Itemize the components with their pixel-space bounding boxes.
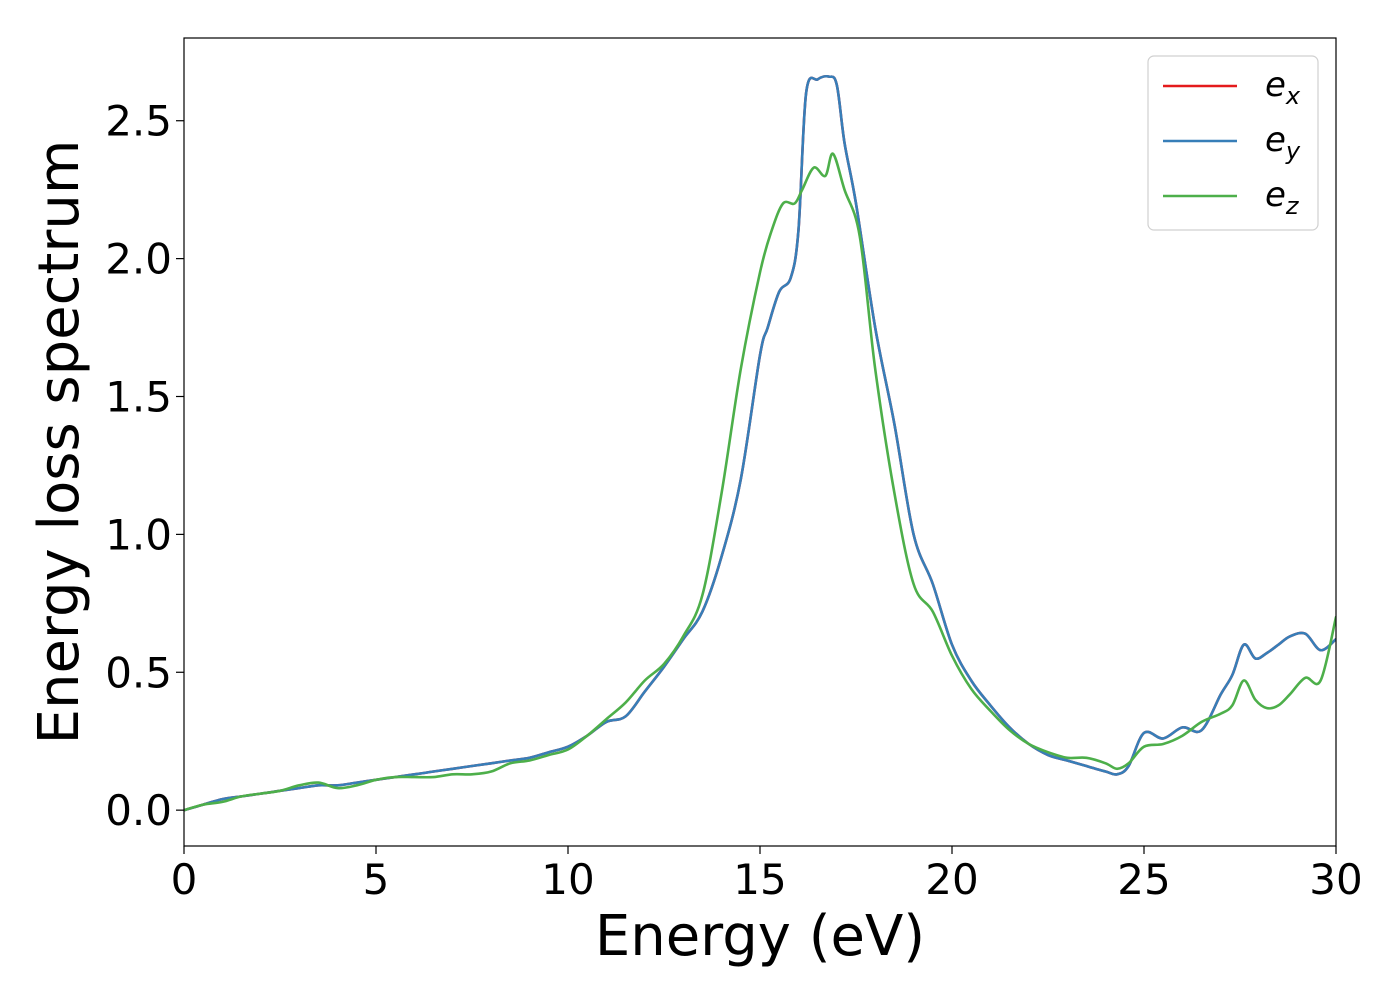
y-tick-label: 1.5 <box>105 372 172 421</box>
y-tick-label: 0.0 <box>105 786 172 835</box>
y-tick-label: 2.0 <box>105 235 172 284</box>
x-tick-label: 25 <box>1117 855 1170 904</box>
ticks-layer: 0 5 10 15 20 25 30 0.0 0.5 1.0 1.5 2.0 2.5 <box>105 97 1363 904</box>
legend-label-ex: ex <box>1265 65 1301 110</box>
x-tick-label: 15 <box>733 855 786 904</box>
legend-box <box>1147 55 1319 231</box>
y-axis-label: Energy loss spectrum <box>27 140 92 745</box>
x-axis-label: Energy (eV) <box>595 904 925 969</box>
y-tick-label: 1.0 <box>105 510 172 559</box>
x-tick-label: 30 <box>1309 855 1362 904</box>
x-tick-label: 0 <box>171 855 198 904</box>
x-tick-label: 10 <box>541 855 594 904</box>
series-line-ez <box>184 152 1336 812</box>
y-tick-label: 0.5 <box>105 648 172 697</box>
series-layer <box>184 74 1336 812</box>
x-tick-label: 5 <box>363 855 390 904</box>
x-tick-label: 20 <box>925 855 978 904</box>
y-tick-label: 2.5 <box>105 97 172 146</box>
series-line-ey <box>184 74 1336 812</box>
